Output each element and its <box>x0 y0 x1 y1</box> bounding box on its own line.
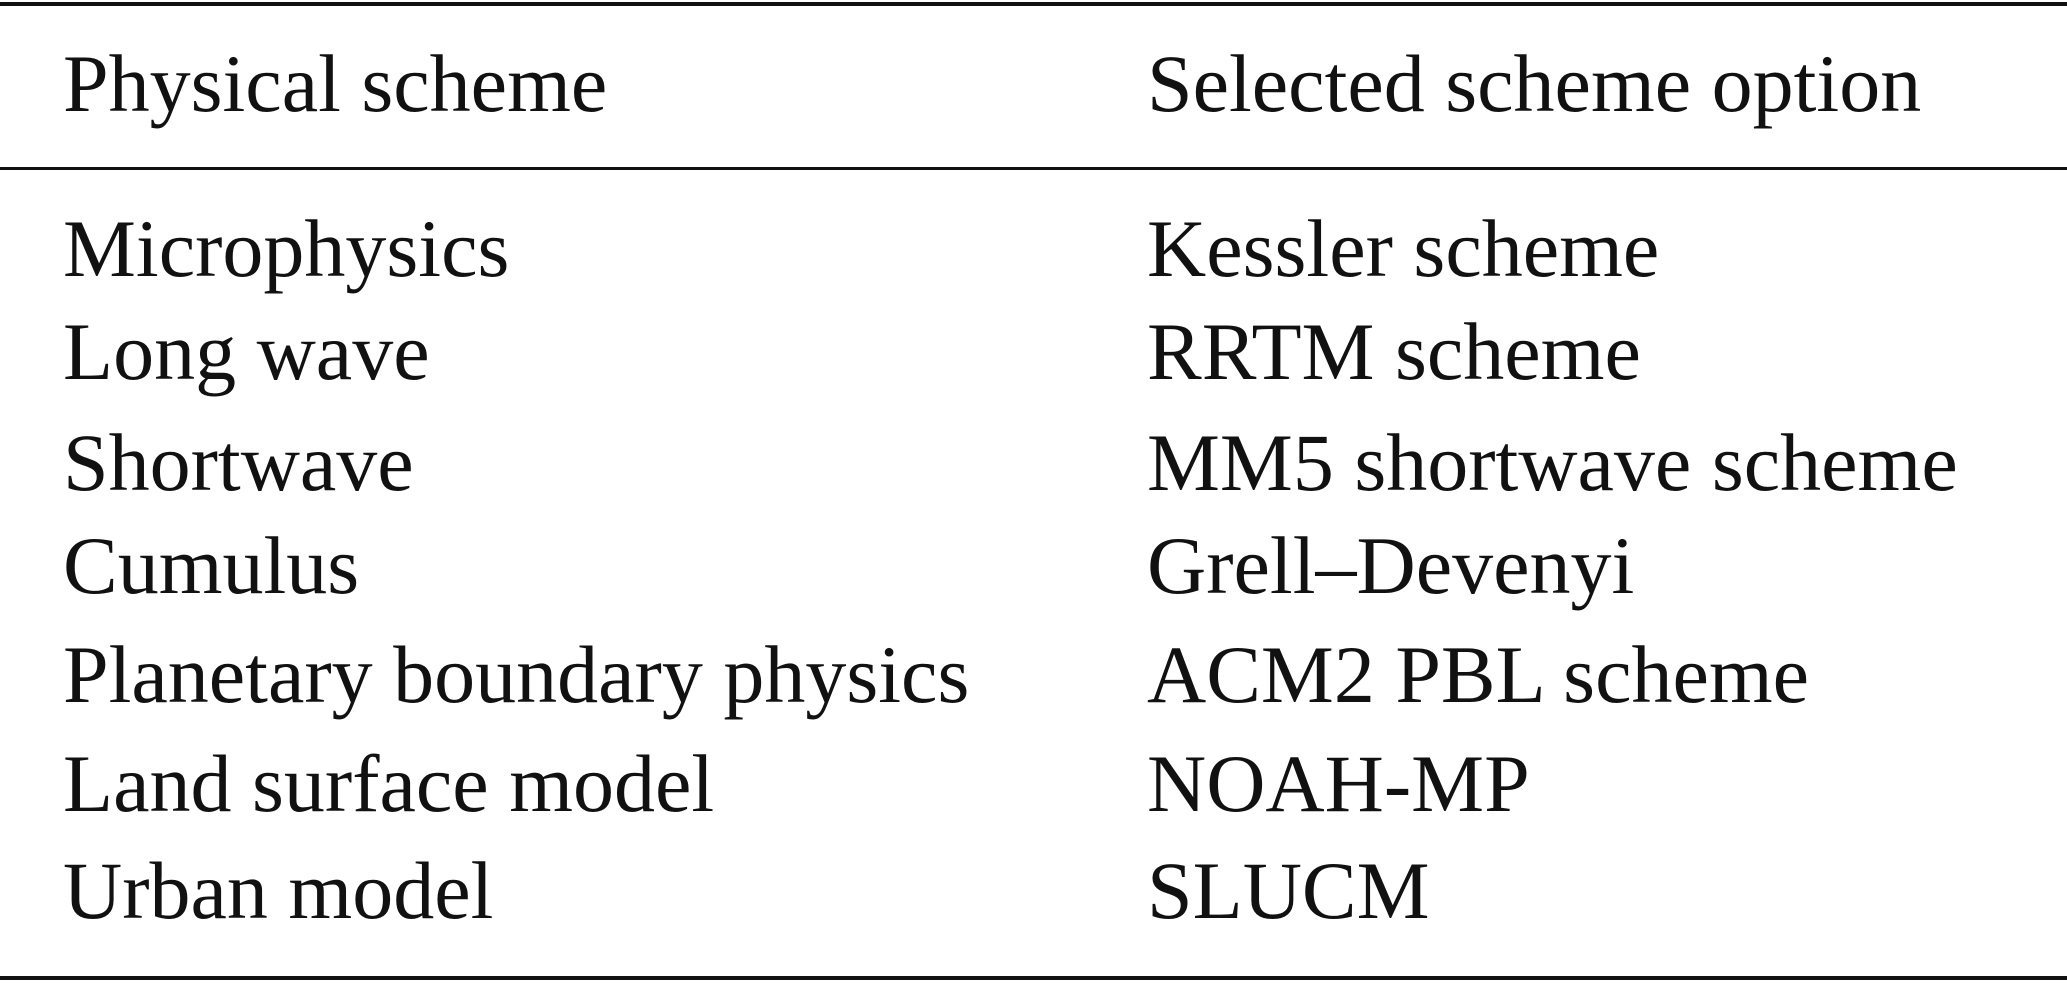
scheme-option-cell: Grell–Devenyi <box>1147 520 1635 611</box>
bottom-rule <box>0 976 2067 980</box>
top-rule <box>0 2 2067 6</box>
header-rule <box>0 167 2067 170</box>
scheme-option-cell: NOAH-MP <box>1147 738 1530 829</box>
physical-scheme-cell: Land surface model <box>63 738 715 829</box>
scheme-option-cell: MM5 shortwave scheme <box>1147 417 1958 508</box>
header-physical-scheme: Physical scheme <box>63 38 608 129</box>
physical-scheme-cell: Urban model <box>63 845 494 936</box>
physical-scheme-cell: Cumulus <box>63 520 360 611</box>
scheme-option-cell: Kessler scheme <box>1147 203 1660 294</box>
physical-scheme-cell: Planetary boundary physics <box>63 629 970 720</box>
scheme-option-cell: RRTM scheme <box>1147 306 1641 397</box>
scheme-option-cell: SLUCM <box>1147 845 1430 936</box>
physical-scheme-cell: Long wave <box>63 306 430 397</box>
scheme-option-cell: ACM2 PBL scheme <box>1147 629 1810 720</box>
physical-scheme-cell: Microphysics <box>63 203 510 294</box>
physical-scheme-cell: Shortwave <box>63 417 414 508</box>
header-selected-option: Selected scheme option <box>1147 38 1922 129</box>
